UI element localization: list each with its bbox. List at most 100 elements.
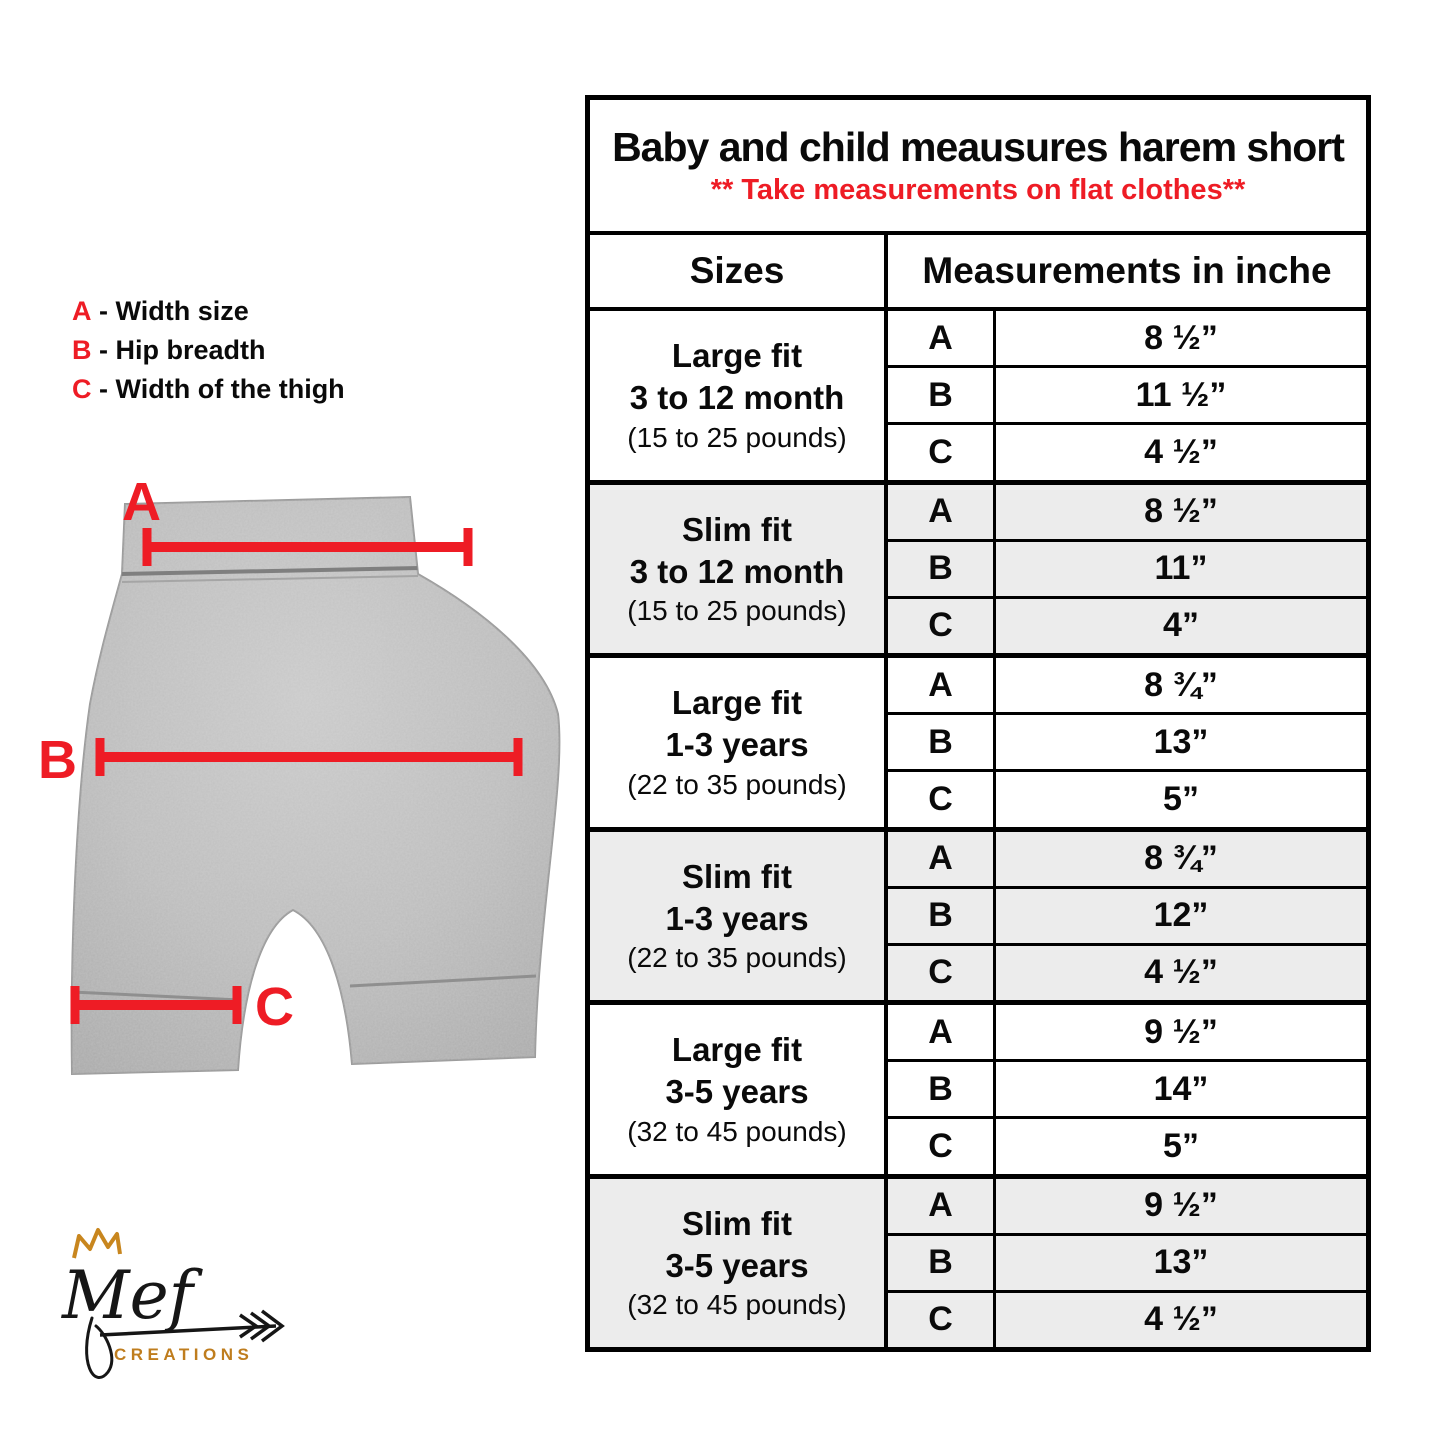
weight-range: (32 to 45 pounds)	[627, 1115, 847, 1147]
column-header-measurements: Measurements in inche	[922, 250, 1332, 291]
size-group: Large fit 3 to 12 month (15 to 25 pounds…	[590, 311, 1366, 485]
measure-value: 14”	[1153, 1069, 1209, 1108]
legend-item: A - Width size	[72, 292, 345, 331]
weight-range: (15 to 25 pounds)	[627, 421, 847, 453]
measure-letter: B	[888, 1235, 996, 1290]
size-label: Slim fit 3-5 years (32 to 45 pounds)	[590, 1178, 888, 1347]
measure-row: B 13”	[888, 715, 1366, 773]
measure-value: 8 ¾”	[1144, 665, 1218, 704]
fit-name: Slim fit	[681, 510, 792, 548]
measure-value: 9 ½”	[1144, 1012, 1218, 1051]
measure-value: 12”	[1153, 896, 1209, 935]
measure-letter: C	[888, 945, 996, 1001]
column-header-sizes: Sizes	[590, 235, 888, 307]
size-chart-table: Baby and child meausures harem short ** …	[585, 95, 1371, 1352]
measure-letter: C	[888, 425, 996, 480]
size-label: Slim fit 1-3 years (22 to 35 pounds)	[590, 831, 888, 1000]
table-header-row: Sizes Measurements in inche	[590, 235, 1366, 311]
shorts-diagram: A B C	[30, 452, 575, 1102]
size-group: Slim fit 3-5 years (32 to 45 pounds) A 9…	[590, 1178, 1366, 1348]
measure-letter: C	[888, 1119, 996, 1174]
legend-letter-a: A	[72, 296, 92, 326]
size-group: Slim fit 1-3 years (22 to 35 pounds) A 8…	[590, 831, 1366, 1005]
age-range: 1-3 years	[665, 726, 809, 764]
label-b: B	[38, 730, 77, 790]
weight-range: (32 to 45 pounds)	[627, 1289, 847, 1321]
measure-letter: A	[888, 1005, 996, 1060]
measure-row: B 14”	[888, 1062, 1366, 1120]
legend-text: - Hip breadth	[91, 335, 266, 365]
label-a: A	[122, 472, 161, 532]
measure-row: B 13”	[888, 1235, 1366, 1293]
measure-letter: B	[888, 368, 996, 423]
measure-row: C 5”	[888, 772, 1366, 827]
measure-row: C 5”	[888, 1119, 1366, 1174]
age-range: 3 to 12 month	[629, 379, 845, 417]
size-label: Large fit 1-3 years (22 to 35 pounds)	[590, 658, 888, 827]
measure-row: A 8 ½”	[888, 311, 1366, 369]
logo-script: Mef	[61, 1257, 204, 1334]
measure-value: 9 ½”	[1144, 1186, 1218, 1225]
size-label: Slim fit 3 to 12 month (15 to 25 pounds)	[590, 484, 888, 653]
measure-letter: B	[888, 1062, 996, 1117]
measure-row: A 9 ½”	[888, 1178, 1366, 1236]
size-group: Large fit 3-5 years (32 to 45 pounds) A …	[590, 1005, 1366, 1179]
shorts-illustration: A B C	[38, 472, 561, 1076]
table-body: Large fit 3 to 12 month (15 to 25 pounds…	[590, 311, 1366, 1348]
measure-row: A 8 ¾”	[888, 831, 1366, 889]
age-range: 1-3 years	[665, 899, 809, 937]
size-label: Large fit 3-5 years (32 to 45 pounds)	[590, 1005, 888, 1174]
measure-value: 11”	[1154, 549, 1208, 588]
measure-letter: A	[888, 658, 996, 713]
size-group: Large fit 1-3 years (22 to 35 pounds) A …	[590, 658, 1366, 832]
measure-value: 8 ¾”	[1144, 839, 1218, 878]
measure-letter: C	[888, 772, 996, 827]
measure-value: 5”	[1163, 1126, 1199, 1165]
table-title: Baby and child meausures harem short	[612, 124, 1345, 170]
measure-letter: C	[888, 1292, 996, 1348]
measure-row: A 8 ½”	[888, 484, 1366, 542]
measure-row: C 4 ½”	[888, 425, 1366, 480]
measure-letter: A	[888, 311, 996, 366]
measure-value: 13”	[1153, 1243, 1209, 1282]
measure-value: 13”	[1153, 722, 1209, 761]
crown-icon	[72, 1228, 122, 1259]
measure-value: 11 ½”	[1135, 375, 1227, 414]
logo-word: CREATIONS	[114, 1345, 253, 1364]
measure-letter: A	[888, 831, 996, 886]
measure-row: A 8 ¾”	[888, 658, 1366, 716]
measure-letter: B	[888, 715, 996, 770]
measurement-line-a	[142, 528, 473, 566]
measure-value: 4”	[1163, 606, 1199, 645]
brand-logo: Mef CREATIONS	[48, 1222, 298, 1412]
measure-value: 8 ½”	[1144, 492, 1218, 531]
fit-name: Large fit	[671, 337, 803, 375]
legend-text: - Width size	[91, 296, 249, 326]
measure-row: B 12”	[888, 888, 1366, 946]
measure-row: A 9 ½”	[888, 1005, 1366, 1063]
legend-item: C - Width of the thigh	[72, 370, 345, 409]
size-group: Slim fit 3 to 12 month (15 to 25 pounds)…	[590, 484, 1366, 658]
size-label: Large fit 3 to 12 month (15 to 25 pounds…	[590, 311, 888, 480]
measure-value: 4 ½”	[1144, 432, 1218, 471]
measure-row: B 11 ½”	[888, 368, 1366, 426]
measurement-legend: A - Width size B - Hip breadth C - Width…	[72, 292, 345, 409]
measure-letter: A	[888, 1178, 996, 1233]
measure-letter: A	[888, 484, 996, 539]
age-range: 3-5 years	[665, 1246, 809, 1284]
age-range: 3-5 years	[665, 1073, 809, 1111]
measure-letter: C	[888, 598, 996, 654]
measure-row: C 4 ½”	[888, 945, 1366, 1001]
measure-row: C 4”	[888, 598, 1366, 654]
fit-name: Large fit	[671, 684, 803, 722]
weight-range: (22 to 35 pounds)	[627, 768, 847, 800]
label-c: C	[255, 977, 294, 1037]
measure-value: 4 ½”	[1144, 953, 1218, 992]
legend-letter-b: B	[72, 335, 92, 365]
fit-name: Large fit	[671, 1031, 803, 1069]
measure-row: B 11”	[888, 541, 1366, 599]
weight-range: (15 to 25 pounds)	[627, 595, 847, 627]
measure-value: 4 ½”	[1144, 1300, 1218, 1339]
table-subtitle: ** Take measurements on flat clothes**	[710, 174, 1246, 206]
arrow-icon	[99, 1309, 285, 1343]
